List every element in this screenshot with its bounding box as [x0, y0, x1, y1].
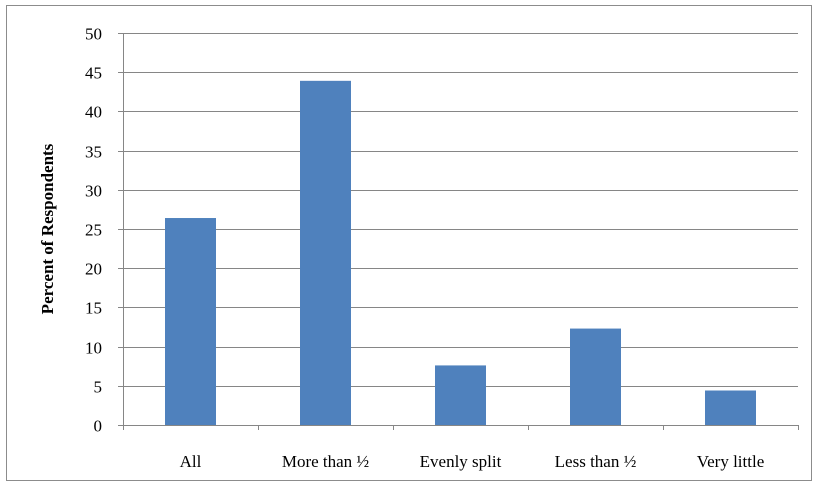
bar [705, 390, 756, 425]
y-tick-label: 10 [85, 339, 102, 358]
y-tick-label: 5 [94, 378, 103, 397]
x-category-label: Evenly split [420, 452, 502, 471]
y-tick-label: 35 [85, 143, 102, 162]
y-tick-label: 15 [85, 299, 102, 318]
y-axis-ticks: 0 5 10 15 20 25 30 35 40 45 50 [85, 25, 123, 436]
bar [570, 328, 621, 425]
x-category-label: All [180, 452, 202, 471]
bar [435, 365, 486, 425]
y-tick-label: 20 [85, 260, 102, 279]
y-tick-label: 45 [85, 64, 102, 83]
chart-frame [6, 5, 812, 481]
x-axis-labels: All More than ½ Evenly split Less than ½ Ver… [123, 425, 799, 471]
y-tick-label: 25 [85, 221, 102, 240]
y-tick-label: 0 [94, 417, 103, 436]
y-tick-label: 50 [85, 25, 102, 44]
gridlines [123, 33, 798, 387]
bar [300, 80, 351, 425]
y-axis-title: Percent of Respondents [38, 143, 57, 314]
y-tick-label: 30 [85, 182, 102, 201]
y-tick-label: 40 [85, 103, 102, 122]
x-category-label: Less than ½ [555, 452, 637, 471]
bars [165, 80, 756, 425]
bar [165, 218, 216, 425]
x-category-label: Very little [697, 452, 765, 471]
x-category-label: More than ½ [282, 452, 370, 471]
